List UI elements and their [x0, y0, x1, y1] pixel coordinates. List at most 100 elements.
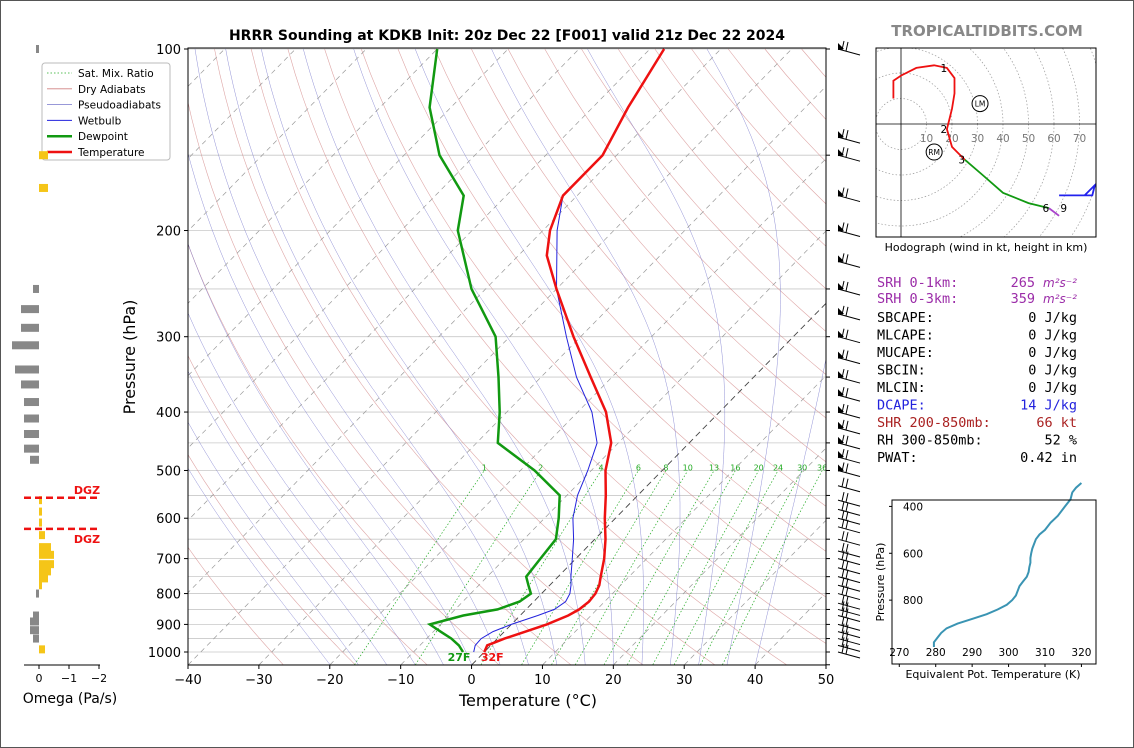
surface-dewpoint-label: 27F	[448, 651, 471, 664]
skew-t-axes: 27F 32F −40 −30 −20 −10 0 10 20 30 40 50 100 200 300 40…	[148, 43, 834, 688]
height-label: 9	[1060, 203, 1067, 215]
omega-bar	[30, 626, 39, 635]
wind-barb-staff	[837, 485, 861, 493]
omega-bars	[12, 45, 54, 654]
isotherm	[188, 48, 722, 594]
wind-barb-feather	[845, 281, 849, 292]
ring-label: 70	[1073, 133, 1086, 145]
hodograph-rings: 10 20 30 40 50 60 70	[876, 48, 1096, 237]
omega-bar	[39, 151, 48, 160]
wind-barb-feather	[845, 511, 849, 521]
dry-adiabat	[250, 48, 715, 665]
wind-barb-feather	[841, 577, 845, 587]
stats-panel: SRH 0-1km: 265 m²s⁻² SRH 0-3km: 359 m²s⁻² SBCA…	[877, 275, 1077, 466]
wind-barb-feather	[841, 623, 845, 633]
wind-barb-feather	[845, 551, 849, 561]
mixing-ratio-line	[521, 470, 639, 665]
mixing-ratio-label: 4	[599, 463, 604, 472]
storm-motion-marker	[971, 95, 989, 113]
omega-bar	[39, 550, 54, 559]
wind-barb-staff	[837, 608, 861, 616]
x-tick-label: −40	[174, 673, 201, 688]
wind-barb-feather	[845, 369, 849, 380]
y-tick-label: 200	[156, 225, 181, 240]
wind-barb-staff	[837, 136, 861, 144]
mixing-ratio-label: 2	[538, 463, 543, 472]
wind-barb-feather	[841, 595, 845, 605]
ring-label: 20	[945, 133, 958, 145]
hodograph-segment-green	[964, 159, 1050, 209]
omega-bar	[36, 589, 39, 598]
x-tick-label: 0	[467, 673, 475, 688]
stat-value: 0 J/kg	[1028, 310, 1077, 326]
theta-e-ylabel: Pressure (hPa)	[874, 543, 887, 622]
dry-adiabat	[434, 48, 826, 507]
omega-bar	[39, 645, 45, 654]
wind-barb-feather	[841, 616, 845, 626]
pseudoadiabat	[587, 48, 726, 665]
wind-barb-staff	[837, 558, 861, 566]
dewpoint-line	[426, 48, 561, 653]
chart-title: HRRR Sounding at KDKB Init: 20z Dec 22 […	[229, 28, 785, 44]
theta-e-frame	[891, 499, 1097, 665]
skew-t-profiles	[426, 48, 666, 653]
theta-e-profile	[932, 482, 1083, 647]
wind-barb-staff	[837, 288, 861, 296]
y-tick-label: 600	[156, 512, 181, 527]
stat-label: SBCIN:	[877, 363, 926, 379]
wind-barb-feather	[845, 435, 849, 445]
pseudoadiabat	[194, 48, 501, 665]
omega-bar	[39, 567, 51, 576]
hodograph-panel: 10 20 30 40 50 60 70 LM RM 1 2 3 6 9 Hodograph (wind…	[875, 47, 1097, 254]
dry-adiabat	[324, 48, 826, 644]
theta-e-x-tick-label: 320	[1071, 647, 1091, 659]
srh3-value: 359	[1011, 291, 1035, 307]
wind-barb-feather	[845, 254, 849, 264]
x-tick-label: 30	[676, 673, 693, 688]
wind-barb-staff	[837, 260, 861, 268]
omega-bar	[24, 398, 39, 407]
y-tick-label: 900	[156, 618, 181, 633]
x-tick-label: 40	[747, 673, 764, 688]
wind-barb-feather	[845, 388, 849, 398]
legend-label: Wetbulb	[78, 115, 122, 127]
omega-bar	[39, 518, 42, 527]
wind-barb-feather	[841, 601, 845, 611]
stat-value: 66 kt	[1036, 415, 1077, 431]
wind-barb-staff	[837, 48, 861, 56]
pseudoadiabat	[188, 421, 359, 665]
wind-barb-feather	[845, 502, 849, 512]
wind-barb-feather	[841, 630, 845, 640]
wind-barb-staff	[837, 336, 861, 344]
wind-barb-feather	[841, 187, 845, 197]
omega-tick-label: −2	[91, 672, 107, 685]
wind-barb-staff	[837, 615, 861, 623]
wind-barb-staff	[837, 638, 861, 646]
wind-barb-feather	[841, 585, 845, 595]
wind-barb-feather	[845, 449, 849, 460]
wind-barb-feather	[845, 596, 849, 606]
x-tick-label: −30	[245, 673, 272, 688]
x-tick-label: 50	[818, 673, 835, 688]
wind-barb-feather	[841, 542, 845, 553]
storm-motion-label: RM	[928, 148, 940, 157]
legend-label: Dewpoint	[78, 131, 128, 143]
legend-box	[41, 62, 171, 161]
wind-barb-feather	[845, 420, 849, 431]
dgz-label: DGZ	[74, 533, 100, 546]
wind-barb-feather	[841, 531, 845, 541]
mixing-ratio-line	[574, 470, 689, 665]
wind-barb-feather	[841, 559, 845, 569]
mixing-ratio-line	[551, 470, 667, 665]
temperature-line	[483, 48, 666, 653]
y-tick-label: 400	[156, 406, 181, 421]
dry-adiabat	[544, 48, 826, 375]
wind-barb-staff	[837, 154, 861, 162]
omega-bar	[36, 45, 39, 53]
omega-bar	[30, 455, 39, 464]
mixing-ratio-line	[415, 470, 541, 665]
wind-barb-feather	[845, 617, 849, 627]
wind-barb-feather	[845, 404, 849, 415]
wind-barb-feather	[841, 462, 845, 472]
mixing-ratio-label: 1	[482, 463, 487, 472]
